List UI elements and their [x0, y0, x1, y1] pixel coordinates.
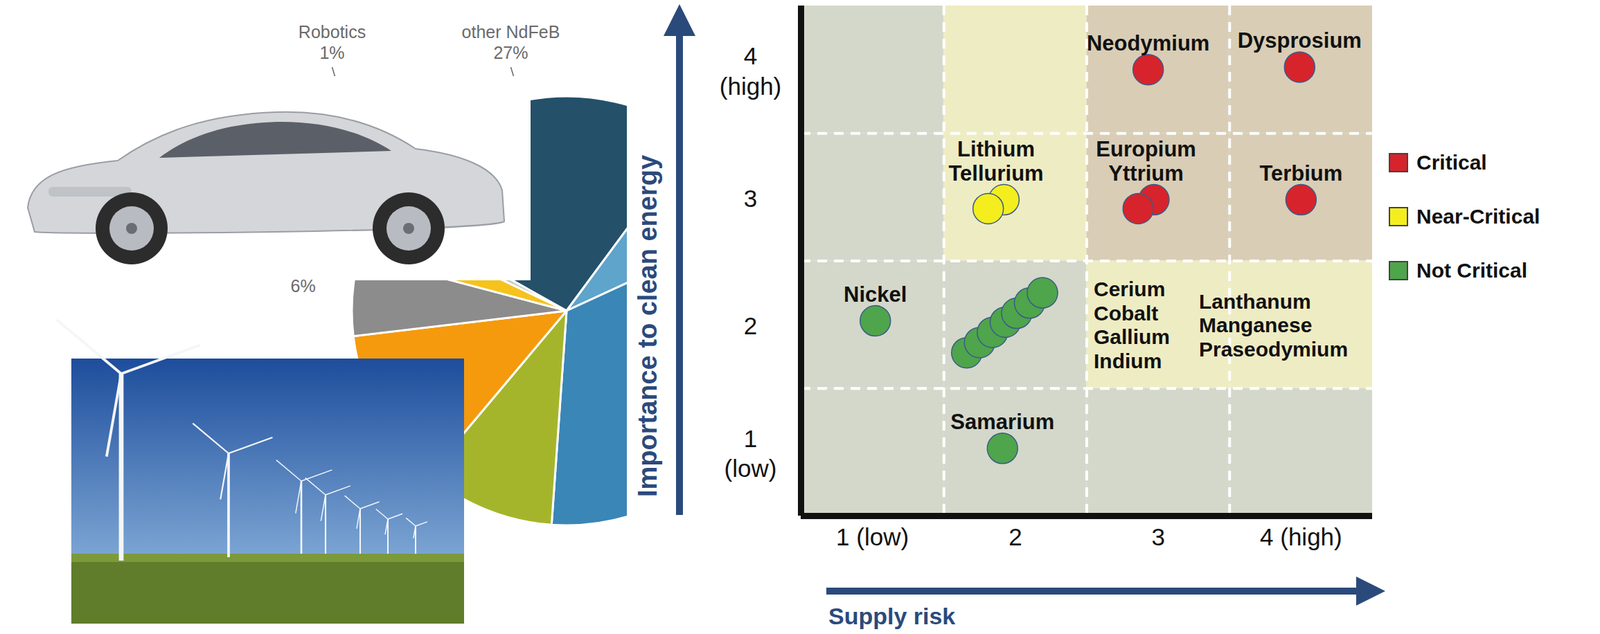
svg-text:Nickel: Nickel: [843, 282, 907, 307]
svg-text:Dysprosium: Dysprosium: [1237, 28, 1362, 53]
svg-text:EuropiumYttrium: EuropiumYttrium: [1095, 137, 1197, 185]
svg-text:LithiumTellurium: LithiumTellurium: [948, 137, 1044, 185]
svg-text:3: 3: [1151, 523, 1165, 551]
svg-text:other NdFeB27%: other NdFeB27%: [461, 22, 561, 63]
svg-text:1 (low): 1 (low): [836, 523, 909, 551]
svg-text:3: 3: [743, 184, 758, 212]
svg-text:2: 2: [1008, 523, 1022, 551]
svg-text:1(low): 1(low): [724, 425, 778, 483]
svg-text:Robotics1%: Robotics1%: [298, 22, 366, 63]
svg-text:LanthanumManganesePraseodymium: LanthanumManganesePraseodymium: [1198, 290, 1348, 361]
svg-text:2: 2: [743, 312, 758, 340]
svg-text:Importance to clean energy: Importance to clean energy: [633, 155, 663, 498]
svg-text:4(high): 4(high): [719, 42, 782, 100]
svg-text:Terbium: Terbium: [1259, 161, 1343, 186]
html-text:Near-Critical: Near-Critical: [1416, 205, 1541, 228]
svg-text:Neodymium: Neodymium: [1086, 31, 1210, 56]
svg-text:CeriumCobaltGalliumIndium: CeriumCobaltGalliumIndium: [1093, 277, 1170, 372]
html-text:Not Critical: Not Critical: [1416, 259, 1528, 282]
svg-text:Supply risk: Supply risk: [828, 603, 956, 630]
svg-text:4 (high): 4 (high): [1259, 523, 1343, 551]
html-text:Critical: Critical: [1416, 150, 1487, 174]
svg-text:Samarium: Samarium: [950, 410, 1055, 435]
svg-text:6%: 6%: [290, 276, 316, 296]
